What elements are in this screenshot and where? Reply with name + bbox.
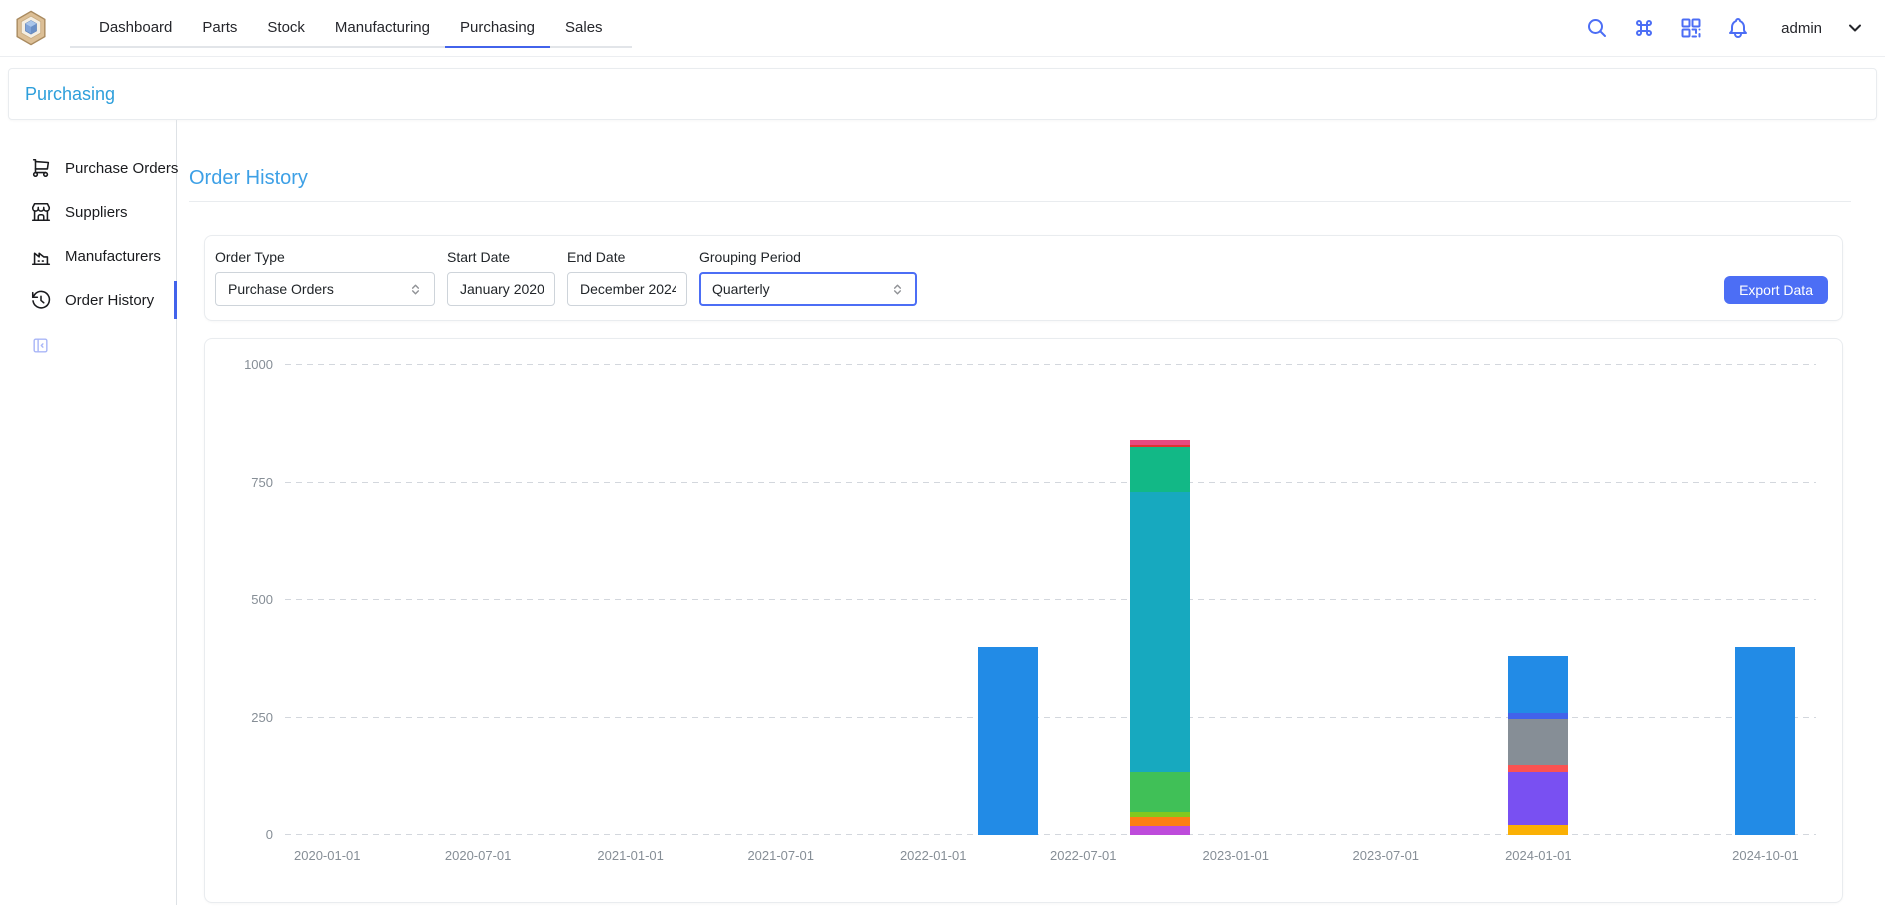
chevron-updown-icon [889, 281, 906, 298]
tab-purchasing[interactable]: Purchasing [445, 7, 550, 48]
main-panel: Order History Order Type Purchase Orders… [177, 120, 1885, 905]
main-tabs: DashboardPartsStockManufacturingPurchasi… [70, 2, 632, 48]
page-title: Order History [189, 167, 1885, 190]
sidebar-item-label: Purchase Orders [65, 160, 178, 177]
x-axis-tick-label: 2022-07-01 [1050, 848, 1117, 863]
bell-icon[interactable] [1726, 16, 1750, 40]
sidebar-item-label: Suppliers [65, 204, 128, 221]
y-axis-tick-label: 0 [205, 827, 273, 843]
tab-manufacturing[interactable]: Manufacturing [320, 7, 445, 48]
bar-segment [1508, 656, 1568, 713]
factory-icon [30, 245, 52, 267]
end-date-value: December 2024 [580, 281, 676, 297]
user-menu[interactable]: admin [1781, 20, 1822, 37]
x-axis-tick-label: 2024-10-01 [1732, 848, 1799, 863]
app-header: DashboardPartsStockManufacturingPurchasi… [0, 0, 1885, 57]
y-axis-tick-label: 750 [205, 475, 273, 491]
bar-segment [1508, 772, 1568, 825]
bar-2024-01-01[interactable] [1508, 656, 1568, 835]
sidebar-item-label: Manufacturers [65, 248, 161, 265]
bar-2024-10-01[interactable] [1735, 647, 1795, 835]
bar-segment [1130, 772, 1190, 812]
grouping-period-select[interactable]: Quarterly [699, 272, 917, 306]
qrcode-icon[interactable] [1679, 16, 1703, 40]
sidebar-collapse-icon[interactable] [31, 336, 50, 355]
y-gridline [285, 717, 1816, 718]
export-data-button[interactable]: Export Data [1724, 276, 1828, 304]
x-axis-tick-label: 2024-01-01 [1505, 848, 1572, 863]
breadcrumb[interactable]: Purchasing [25, 84, 115, 105]
x-axis-tick-label: 2023-07-01 [1353, 848, 1420, 863]
command-icon[interactable] [1632, 16, 1656, 40]
sidebar-item-label: Order History [65, 292, 154, 309]
history-icon [30, 289, 52, 311]
y-gridline [285, 482, 1816, 483]
x-axis-tick-label: 2021-01-01 [597, 848, 664, 863]
y-gridline [285, 599, 1816, 600]
bar-segment [1130, 817, 1190, 825]
end-date-input[interactable]: December 2024 [567, 272, 687, 306]
y-gridline [285, 834, 1816, 835]
y-axis-tick-label: 1000 [205, 357, 273, 373]
bar-segment [978, 647, 1038, 835]
start-date-label: Start Date [447, 249, 555, 265]
grouping-period-value: Quarterly [712, 281, 883, 297]
sidebar-item-purchase-orders[interactable]: Purchase Orders [0, 146, 176, 190]
order-type-label: Order Type [215, 249, 435, 265]
end-date-label: End Date [567, 249, 687, 265]
chevron-updown-icon [407, 281, 424, 298]
order-type-value: Purchase Orders [228, 281, 401, 297]
app-logo-icon[interactable] [14, 10, 48, 46]
search-icon[interactable] [1585, 16, 1609, 40]
end-date-group: End Date December 2024 [567, 249, 687, 306]
chart-panel: 0 250 500 750 1000 2020-01-01 2020-07-01 2021-… [204, 338, 1843, 903]
breadcrumb-panel: Purchasing [8, 68, 1877, 120]
bar-segment [1130, 447, 1190, 492]
bar-segment [1735, 647, 1795, 835]
order-type-group: Order Type Purchase Orders [215, 249, 435, 306]
start-date-input[interactable]: January 2020 [447, 272, 555, 306]
tab-parts[interactable]: Parts [187, 7, 252, 48]
x-axis-tick-label: 2022-01-01 [900, 848, 967, 863]
cart-icon [30, 157, 52, 179]
title-divider [189, 201, 1851, 202]
grouping-period-group: Grouping Period Quarterly [699, 249, 917, 306]
tab-stock[interactable]: Stock [252, 7, 320, 48]
bar-segment [1508, 825, 1568, 835]
sidebar: Purchase Orders Suppliers Manufacturers Ord… [0, 120, 177, 905]
header-actions: admin [1585, 16, 1865, 40]
x-axis-tick-label: 2020-01-01 [294, 848, 361, 863]
start-date-group: Start Date January 2020 [447, 249, 555, 306]
bar-segment [1130, 492, 1190, 772]
order-type-select[interactable]: Purchase Orders [215, 272, 435, 306]
bar-segment [1130, 826, 1190, 835]
grouping-period-label: Grouping Period [699, 249, 917, 265]
store-icon [30, 201, 52, 223]
x-axis-tick-label: 2020-07-01 [445, 848, 512, 863]
filter-panel: Order Type Purchase Orders Start Date Ja… [204, 235, 1843, 321]
x-axis-tick-label: 2023-01-01 [1203, 848, 1270, 863]
sidebar-item-suppliers[interactable]: Suppliers [0, 190, 176, 234]
x-axis-tick-label: 2021-07-01 [747, 848, 814, 863]
tab-dashboard[interactable]: Dashboard [84, 7, 187, 48]
y-axis-tick-label: 250 [205, 710, 273, 726]
bar-segment [1508, 719, 1568, 765]
sidebar-item-manufacturers[interactable]: Manufacturers [0, 234, 176, 278]
chart-plot-area [285, 365, 1816, 835]
tab-sales[interactable]: Sales [550, 7, 618, 48]
sidebar-item-order-history[interactable]: Order History [0, 278, 176, 322]
y-axis-tick-label: 500 [205, 592, 273, 608]
y-gridline [285, 364, 1816, 365]
chevron-down-icon[interactable] [1845, 18, 1865, 38]
sidebar-nav: Purchase Orders Suppliers Manufacturers Ord… [0, 146, 176, 322]
bar-2022-10-01[interactable] [1130, 440, 1190, 835]
bar-2022-04-01[interactable] [978, 647, 1038, 835]
bar-segment [1508, 765, 1568, 772]
start-date-value: January 2020 [460, 281, 544, 297]
